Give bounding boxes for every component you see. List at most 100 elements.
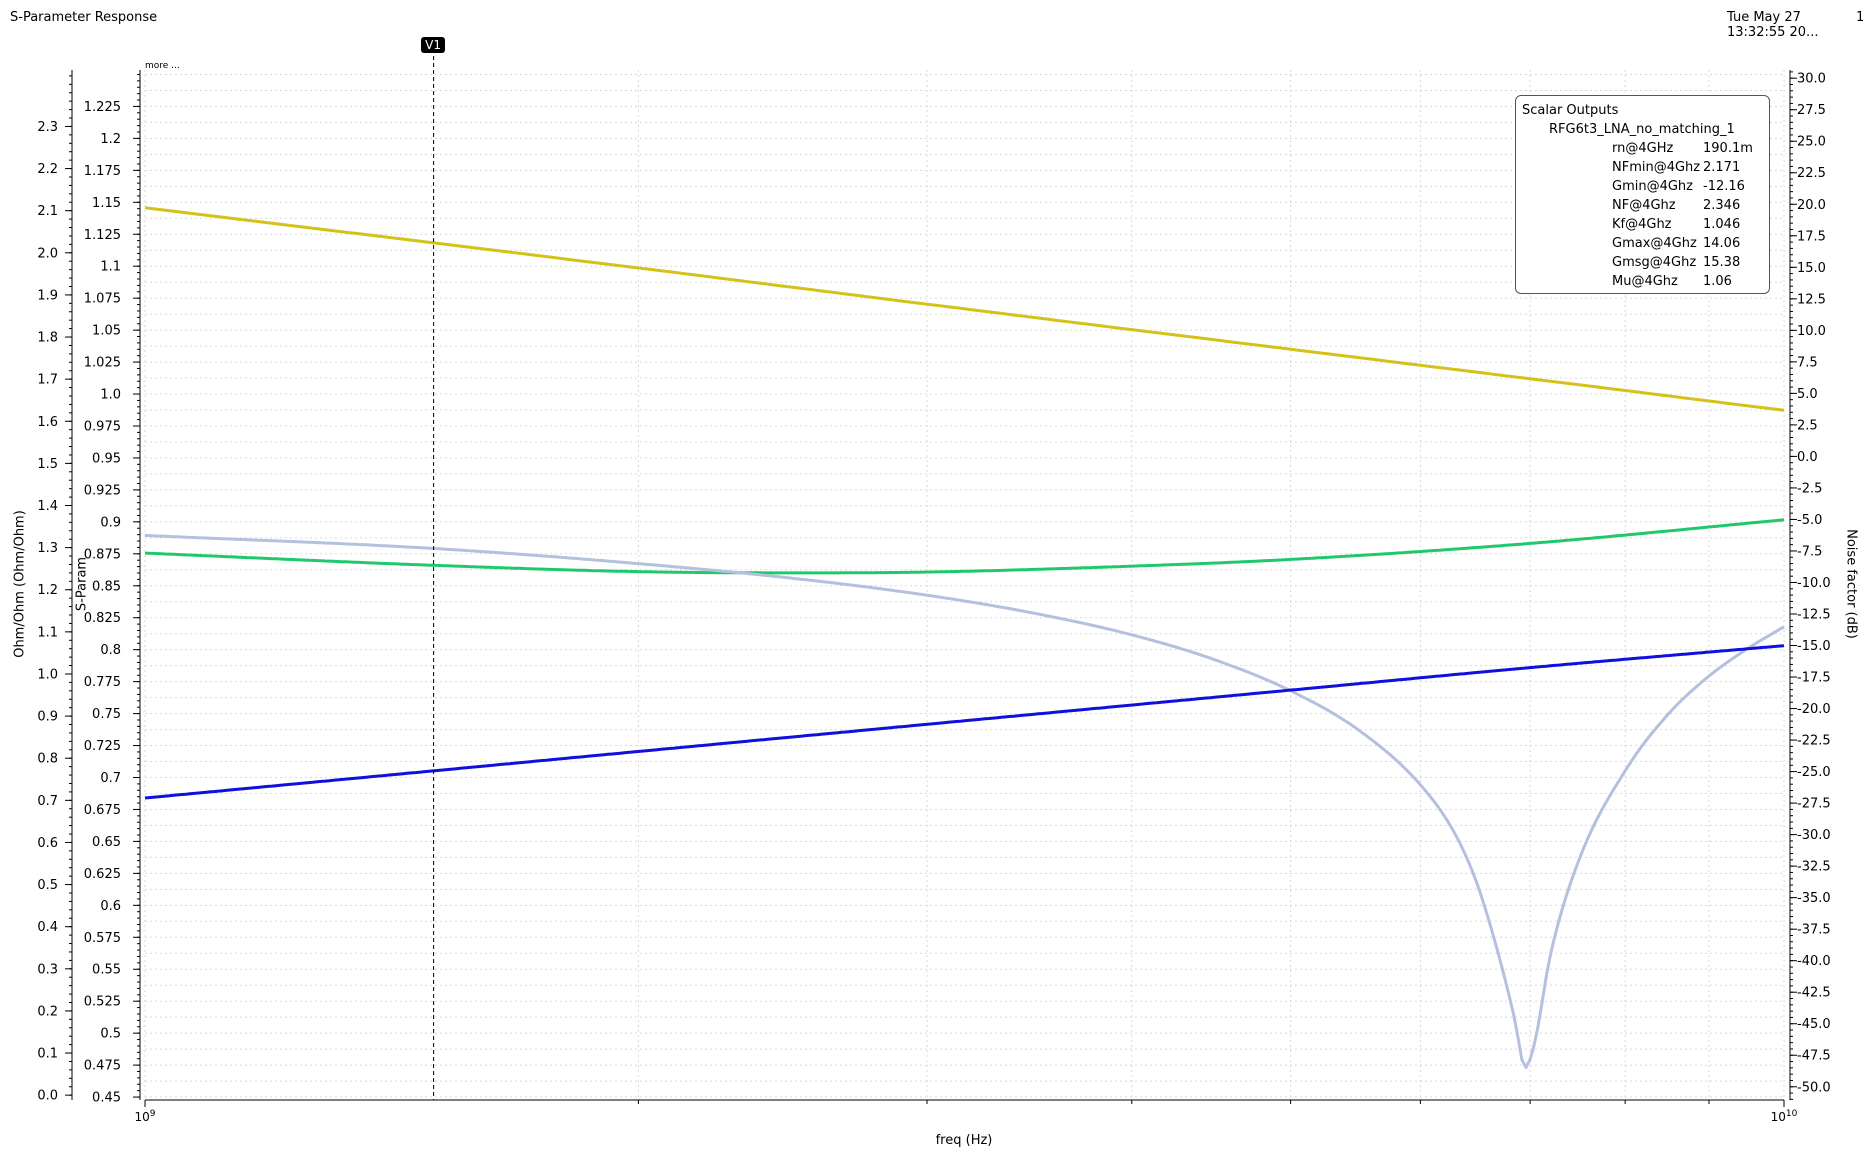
- y-right-tick-label: 10.0: [1797, 324, 1826, 339]
- y-sparam-tick-label: 1.175: [84, 164, 121, 179]
- y-left-tick-label: 0.5: [37, 878, 58, 893]
- y-left-tick-label: 1.0: [37, 667, 58, 682]
- scalar-value: 190.1m: [1703, 141, 1753, 156]
- y-left-tick-label: 1.1: [37, 625, 58, 640]
- y-right-tick-label: -27.5: [1797, 797, 1831, 812]
- y-sparam-tick-label: 0.65: [92, 835, 121, 850]
- y-right-tick-label: -17.5: [1797, 671, 1831, 686]
- scalar-row: Gmin@4Ghz -12.16: [1612, 177, 1753, 196]
- y-sparam-tick-label: 1.0: [100, 388, 121, 403]
- y-sparam-tick-label: 0.95: [92, 451, 121, 466]
- scalar-name: NF@4Ghz: [1612, 198, 1676, 213]
- y-right-tick-label: 5.0: [1797, 387, 1818, 402]
- y-right-tick-label: 7.5: [1797, 355, 1818, 370]
- y-left-tick-label: 2.1: [37, 204, 58, 219]
- y-right-tick-label: 20.0: [1797, 198, 1826, 213]
- scalar-value: 2.171: [1703, 160, 1741, 175]
- series-line-blue: [144, 644, 1785, 800]
- y-sparam-tick-label: 0.575: [84, 931, 121, 946]
- y-axis-right-label: Noise factor (dB): [1843, 529, 1859, 639]
- scalar-name: rn@4GHz: [1612, 141, 1674, 156]
- y-right-tick-label: -32.5: [1797, 860, 1831, 875]
- scalar-row: Mu@4Ghz 1.06: [1612, 272, 1753, 291]
- y-right-tick-label: 2.5: [1797, 418, 1818, 433]
- y-left-tick-label: 1.4: [37, 499, 58, 514]
- y-right-tick-label: -25.0: [1797, 765, 1831, 780]
- plot-axes: 109 1010 0.0 0.1 0.2 0.3 0.4 0.5 0.6 0.7 0.8 0.9 1.0…: [37, 70, 1831, 1124]
- scalar-outputs-rows: rn@4GHz 190.1m NFmin@4Ghz 2.171 Gmin@4Ghz -…: [1612, 139, 1753, 291]
- y-right-tick-label: -5.0: [1797, 513, 1822, 528]
- scalar-value: 14.06: [1703, 236, 1741, 251]
- y-left-tick-label: 2.2: [37, 162, 58, 177]
- y-right-tick-label: 25.0: [1797, 135, 1826, 150]
- plot-grid: [144, 70, 1785, 1100]
- y-right-tick-label: -40.0: [1797, 954, 1831, 969]
- y-sparam-tick-label: 0.725: [84, 739, 121, 754]
- y-axis-left-label: Ohm/Ohm (Ohm/Ohm): [12, 510, 28, 658]
- y-left-tick-label: 0.7: [37, 794, 58, 809]
- y-left-tick-label: 0.9: [37, 710, 58, 725]
- y-right-tick-label: -10.0: [1797, 576, 1831, 591]
- y-right-tick-label: 22.5: [1797, 166, 1826, 181]
- y-sparam-tick-label: 1.025: [84, 356, 121, 371]
- header-time: 13:32:55 20...: [1727, 25, 1819, 40]
- y-right-tick-label: 15.0: [1797, 261, 1826, 276]
- y-right-tick-label: -20.0: [1797, 702, 1831, 717]
- scalar-value: 1.046: [1703, 217, 1741, 232]
- header-date: Tue May 27: [1727, 10, 1801, 25]
- y-right-tick-label: 12.5: [1797, 292, 1826, 307]
- y-sparam-tick-label: 1.2: [100, 132, 121, 147]
- y-sparam-tick-label: 0.8: [100, 643, 121, 658]
- y-left-tick-label: 0.2: [37, 1004, 58, 1019]
- y-left-tick-label: 1.6: [37, 415, 58, 430]
- y-sparam-tick-label: 0.85: [92, 579, 121, 594]
- y-sparam-tick-label: 0.775: [84, 675, 121, 690]
- y-left-tick-label: 2.3: [37, 120, 58, 135]
- scalar-name: Gmsg@4Ghz: [1612, 255, 1697, 270]
- series-line-yellow: [144, 206, 1785, 412]
- scalar-outputs-title: Scalar Outputs: [1522, 103, 1619, 118]
- scalar-row: Gmsg@4Ghz 15.38: [1612, 253, 1753, 272]
- y-right-tick-label: -15.0: [1797, 639, 1831, 654]
- series-line-green: [144, 518, 1785, 575]
- y-sparam-tick-label: 1.05: [92, 324, 121, 339]
- y-right-tick-label: 30.0: [1797, 72, 1826, 87]
- y-right-tick-label: -37.5: [1797, 923, 1831, 938]
- scalar-name: Kf@4Ghz: [1612, 217, 1672, 232]
- scalar-row: rn@4GHz 190.1m: [1612, 139, 1753, 158]
- y-right-tick-label: -7.5: [1797, 544, 1822, 559]
- y-right-tick-label: -47.5: [1797, 1049, 1831, 1064]
- scalar-outputs-dataset: RFG6t3_LNA_no_matching_1: [1549, 122, 1735, 137]
- page-number: 1: [1856, 10, 1865, 25]
- y-left-tick-label: 1.5: [37, 457, 58, 472]
- scalar-outputs-panel[interactable]: Scalar Outputs RFG6t3_LNA_no_matching_1 …: [1515, 95, 1770, 294]
- scalar-name: NFmin@4Ghz: [1612, 160, 1701, 175]
- scalar-value: 15.38: [1703, 255, 1741, 270]
- y-left-tick-label: 1.8: [37, 331, 58, 346]
- y-sparam-tick-label: 1.125: [84, 228, 121, 243]
- series-line-lightblue: [144, 533, 1785, 1069]
- scalar-value: -12.16: [1703, 179, 1745, 194]
- y-right-tick-label: -42.5: [1797, 986, 1831, 1001]
- y-left-tick-label: 0.4: [37, 920, 58, 935]
- x-tick-label: 1010: [1771, 1109, 1798, 1124]
- y-right-tick-label: -35.0: [1797, 891, 1831, 906]
- y-sparam-tick-label: 0.975: [84, 419, 121, 434]
- y-sparam-tick-label: 0.925: [84, 483, 121, 498]
- y-sparam-tick-label: 1.15: [92, 196, 121, 211]
- y-sparam-tick-label: 1.225: [84, 100, 121, 115]
- y-left-tick-label: 1.7: [37, 373, 58, 388]
- scalar-row: NFmin@4Ghz 2.171: [1612, 158, 1753, 177]
- x-axis-label: freq (Hz): [935, 1133, 993, 1148]
- scalar-name: Gmin@4Ghz: [1612, 179, 1693, 194]
- marker-v1-label[interactable]: V1: [421, 37, 445, 53]
- y-sparam-tick-label: 0.9: [100, 515, 121, 530]
- y-right-tick-label: -45.0: [1797, 1017, 1831, 1032]
- y-sparam-tick-label: 0.675: [84, 803, 121, 818]
- y-sparam-tick-label: 0.875: [84, 547, 121, 562]
- y-sparam-tick-label: 0.525: [84, 995, 121, 1010]
- y-sparam-tick-label: 1.1: [100, 260, 121, 275]
- more-link[interactable]: more ...: [145, 61, 180, 71]
- y-left-tick-label: 0.6: [37, 836, 58, 851]
- y-left-tick-label: 0.3: [37, 962, 58, 977]
